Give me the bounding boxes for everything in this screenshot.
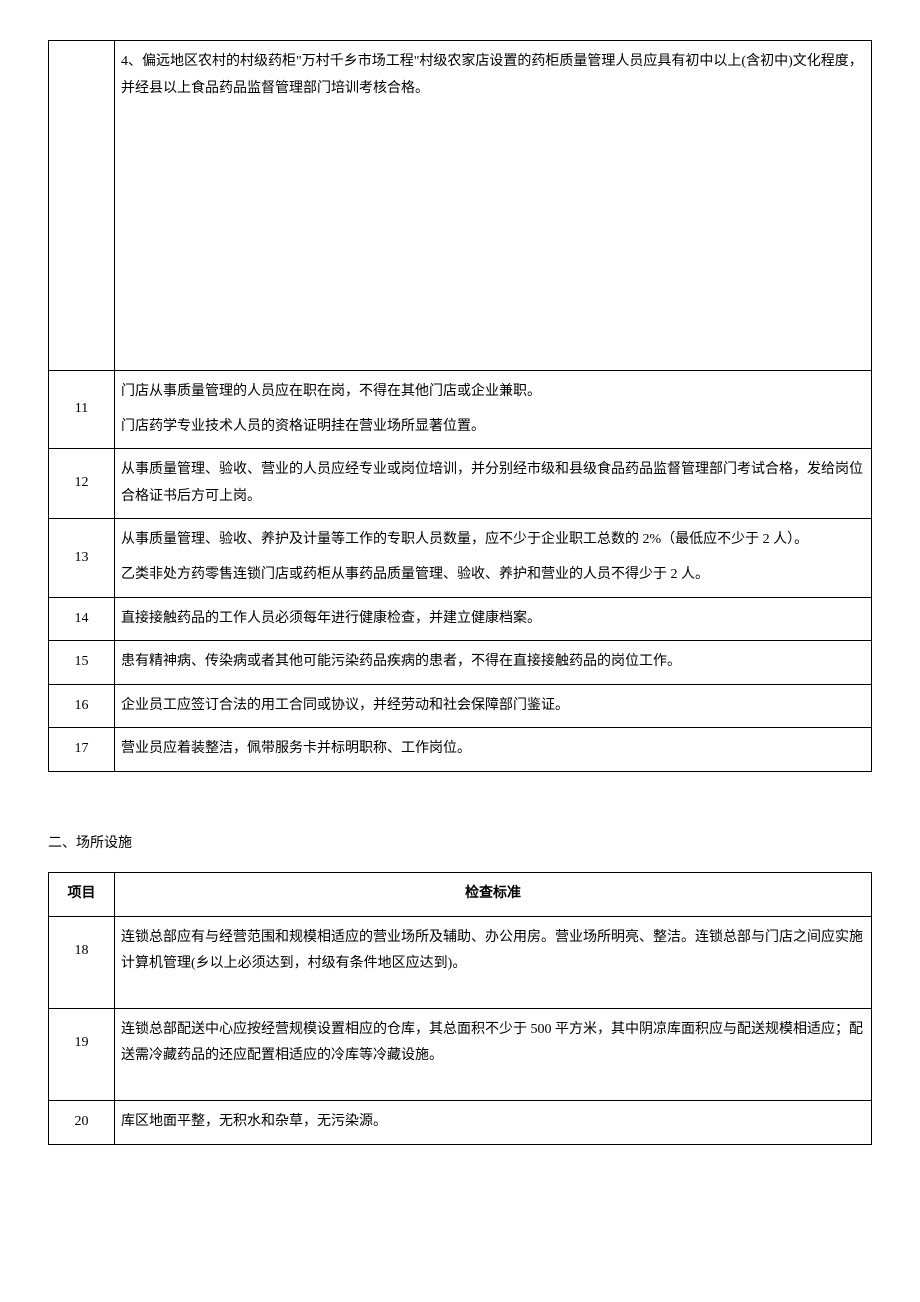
table-row: 12从事质量管理、验收、营业的人员应经专业或岗位培训，并分别经市级和县级食品药品… xyxy=(49,449,872,519)
row-number: 11 xyxy=(49,371,115,449)
content-paragraph: 直接接触药品的工作人员必须每年进行健康检查，并建立健康档案。 xyxy=(121,606,865,633)
row-number: 16 xyxy=(49,684,115,728)
table-row: 17营业员应着装整洁，佩带服务卡并标明职称、工作岗位。 xyxy=(49,728,872,772)
table-row: 4、偏远地区农村的村级药柜"万村千乡市场工程"村级农家店设置的药柜质量管理人员应… xyxy=(49,41,872,371)
row-number: 12 xyxy=(49,449,115,519)
content-paragraph: 连锁总部应有与经营范围和规模相适应的营业场所及辅助、办公用房。营业场所明亮、整洁… xyxy=(121,925,865,978)
table-row: 15患有精神病、传染病或者其他可能污染药品疾病的患者，不得在直接接触药品的岗位工… xyxy=(49,641,872,685)
content-paragraph: 企业员工应签订合法的用工合同或协议，并经劳动和社会保障部门鉴证。 xyxy=(121,693,865,720)
row-content: 连锁总部应有与经营范围和规模相适应的营业场所及辅助、办公用房。营业场所明亮、整洁… xyxy=(115,916,872,1008)
content-paragraph: 门店药学专业技术人员的资格证明挂在营业场所显著位置。 xyxy=(121,414,865,441)
table-row: 16企业员工应签订合法的用工合同或协议，并经劳动和社会保障部门鉴证。 xyxy=(49,684,872,728)
row-content: 患有精神病、传染病或者其他可能污染药品疾病的患者，不得在直接接触药品的岗位工作。 xyxy=(115,641,872,685)
content-paragraph: 患有精神病、传染病或者其他可能污染药品疾病的患者，不得在直接接触药品的岗位工作。 xyxy=(121,649,865,676)
row-content: 直接接触药品的工作人员必须每年进行健康检查，并建立健康档案。 xyxy=(115,597,872,641)
header-col-standard: 检查标准 xyxy=(115,872,872,916)
table-row: 13从事质量管理、验收、养护及计量等工作的专职人员数量，应不少于企业职工总数的 … xyxy=(49,519,872,597)
row-content: 企业员工应签订合法的用工合同或协议，并经劳动和社会保障部门鉴证。 xyxy=(115,684,872,728)
table-row: 14直接接触药品的工作人员必须每年进行健康检查，并建立健康档案。 xyxy=(49,597,872,641)
content-paragraph: 门店从事质量管理的人员应在职在岗，不得在其他门店或企业兼职。 xyxy=(121,379,865,406)
row-content: 4、偏远地区农村的村级药柜"万村千乡市场工程"村级农家店设置的药柜质量管理人员应… xyxy=(115,41,872,371)
content-paragraph: 营业员应着装整洁，佩带服务卡并标明职称、工作岗位。 xyxy=(121,736,865,763)
content-paragraph: 4、偏远地区农村的村级药柜"万村千乡市场工程"村级农家店设置的药柜质量管理人员应… xyxy=(121,49,865,102)
header-col-project: 项目 xyxy=(49,872,115,916)
row-number: 13 xyxy=(49,519,115,597)
row-content: 连锁总部配送中心应按经营规模设置相应的仓库，其总面积不少于 500 平方米，其中… xyxy=(115,1008,872,1100)
row-number: 18 xyxy=(49,916,115,1008)
row-number: 19 xyxy=(49,1008,115,1100)
row-content: 门店从事质量管理的人员应在职在岗，不得在其他门店或企业兼职。门店药学专业技术人员… xyxy=(115,371,872,449)
row-content: 营业员应着装整洁，佩带服务卡并标明职称、工作岗位。 xyxy=(115,728,872,772)
row-number: 20 xyxy=(49,1100,115,1144)
table-section-1: 4、偏远地区农村的村级药柜"万村千乡市场工程"村级农家店设置的药柜质量管理人员应… xyxy=(48,40,872,772)
row-content: 库区地面平整，无积水和杂草，无污染源。 xyxy=(115,1100,872,1144)
table-header-row: 项目 检查标准 xyxy=(49,872,872,916)
row-number xyxy=(49,41,115,371)
row-number: 15 xyxy=(49,641,115,685)
content-paragraph: 从事质量管理、验收、养护及计量等工作的专职人员数量，应不少于企业职工总数的 2%… xyxy=(121,527,865,554)
content-paragraph: 从事质量管理、验收、营业的人员应经专业或岗位培训，并分别经市级和县级食品药品监督… xyxy=(121,457,865,510)
section-heading-2: 二、场所设施 xyxy=(48,832,872,852)
row-number: 14 xyxy=(49,597,115,641)
content-paragraph: 库区地面平整，无积水和杂草，无污染源。 xyxy=(121,1109,865,1136)
row-content: 从事质量管理、验收、养护及计量等工作的专职人员数量，应不少于企业职工总数的 2%… xyxy=(115,519,872,597)
row-content: 从事质量管理、验收、营业的人员应经专业或岗位培训，并分别经市级和县级食品药品监督… xyxy=(115,449,872,519)
table-row: 11门店从事质量管理的人员应在职在岗，不得在其他门店或企业兼职。门店药学专业技术… xyxy=(49,371,872,449)
table-section-2: 项目 检查标准 18连锁总部应有与经营范围和规模相适应的营业场所及辅助、办公用房… xyxy=(48,872,872,1145)
row-number: 17 xyxy=(49,728,115,772)
table-row: 18连锁总部应有与经营范围和规模相适应的营业场所及辅助、办公用房。营业场所明亮、… xyxy=(49,916,872,1008)
content-paragraph: 乙类非处方药零售连锁门店或药柜从事药品质量管理、验收、养护和营业的人员不得少于 … xyxy=(121,562,865,589)
table-row: 19连锁总部配送中心应按经营规模设置相应的仓库，其总面积不少于 500 平方米，… xyxy=(49,1008,872,1100)
table-row: 20库区地面平整，无积水和杂草，无污染源。 xyxy=(49,1100,872,1144)
content-paragraph: 连锁总部配送中心应按经营规模设置相应的仓库，其总面积不少于 500 平方米，其中… xyxy=(121,1017,865,1070)
